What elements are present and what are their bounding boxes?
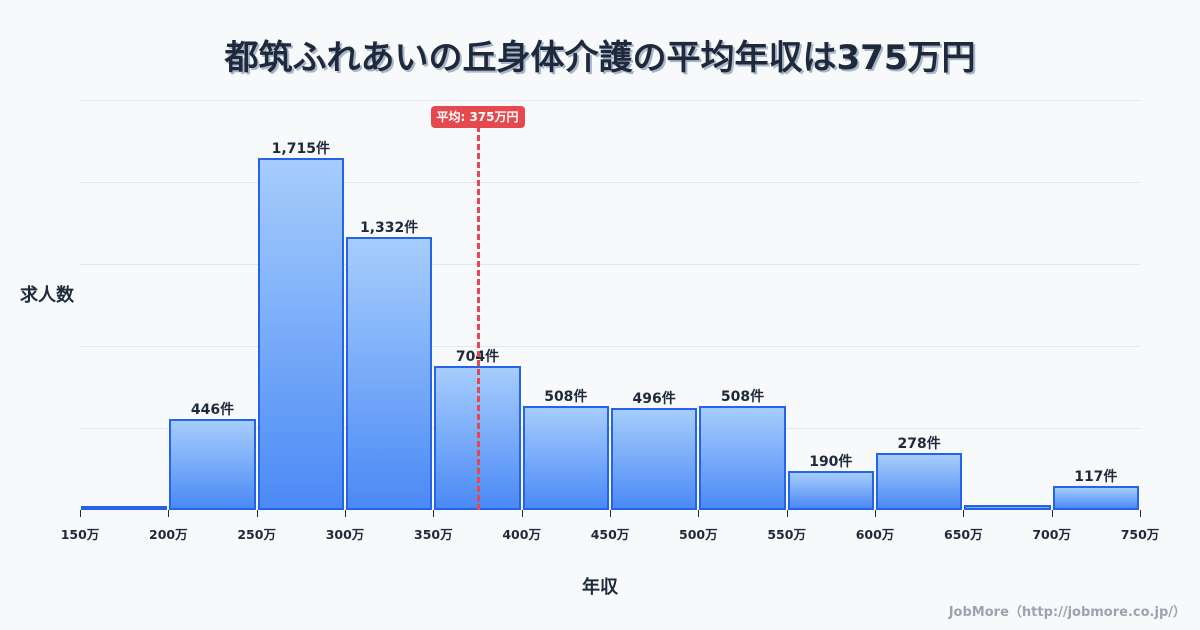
x-tick bbox=[521, 510, 523, 517]
x-tick-label: 700万 bbox=[1032, 527, 1071, 542]
gridline bbox=[80, 264, 1140, 265]
bar-value-label: 508件 bbox=[544, 388, 588, 405]
y-axis-label: 求人数 bbox=[20, 285, 74, 306]
chart-title: 都筑ふれあいの丘身体介護の平均年収は375万円 bbox=[224, 38, 976, 78]
x-tick-label: 650万 bbox=[944, 527, 983, 542]
bar-value-label: 190件 bbox=[809, 454, 853, 471]
gridline bbox=[80, 346, 1140, 347]
x-tick-label: 600万 bbox=[855, 527, 895, 542]
x-tick bbox=[1051, 510, 1053, 517]
x-tick-label: 300万 bbox=[325, 527, 365, 542]
histogram-bar bbox=[964, 504, 1051, 510]
histogram-bar bbox=[346, 236, 433, 510]
x-tick-label: 750万 bbox=[1120, 527, 1160, 542]
x-tick bbox=[1140, 510, 1141, 517]
plot-area: 446件 1,715件 1,332件 704件 508件 496件 508件 190件 278件… bbox=[80, 100, 1140, 510]
x-tick bbox=[786, 510, 788, 517]
x-tick-label: 150万 bbox=[60, 527, 100, 542]
bar-value-label: 117件 bbox=[1074, 469, 1118, 485]
x-tick bbox=[80, 510, 81, 517]
x-tick-label: 250万 bbox=[237, 527, 276, 542]
x-tick bbox=[345, 510, 346, 517]
x-tick bbox=[256, 510, 258, 517]
x-tick bbox=[168, 510, 170, 517]
x-tick-label: 400万 bbox=[502, 527, 541, 542]
histogram-bar bbox=[699, 405, 786, 510]
x-tick-label: 350万 bbox=[414, 527, 453, 542]
average-line bbox=[476, 126, 480, 510]
histogram-bar bbox=[169, 418, 256, 510]
histogram-bar bbox=[522, 405, 609, 510]
x-axis-label: 年収 bbox=[582, 577, 618, 598]
histogram-bar bbox=[257, 158, 344, 510]
histogram-bar bbox=[787, 471, 874, 510]
histogram-bar bbox=[876, 453, 963, 510]
bar-value-label: 1,715件 bbox=[271, 141, 330, 158]
source-credit: JobMore（http://jobmore.co.jp/） bbox=[948, 605, 1186, 620]
bar-value-label: 508件 bbox=[720, 388, 765, 405]
bar-value-label: 1,332件 bbox=[360, 219, 419, 236]
x-tick-label: 500万 bbox=[679, 527, 718, 542]
gridline bbox=[80, 182, 1140, 183]
x-tick bbox=[963, 510, 965, 517]
histogram-bar bbox=[1052, 486, 1139, 510]
x-tick-label: 550万 bbox=[767, 527, 806, 542]
average-badge: 平均: 375万円 bbox=[430, 106, 525, 128]
bar-value-label: 496件 bbox=[632, 391, 676, 408]
histogram-bar bbox=[81, 506, 168, 510]
bar-value-label: 446件 bbox=[190, 401, 235, 418]
gridline bbox=[80, 100, 1140, 101]
x-tick-label: 450万 bbox=[590, 527, 630, 542]
x-tick bbox=[875, 510, 876, 517]
x-tick bbox=[433, 510, 435, 517]
x-tick bbox=[610, 510, 611, 517]
gridline bbox=[80, 428, 1140, 429]
x-tick bbox=[698, 510, 700, 517]
x-tick-label: 200万 bbox=[149, 527, 188, 542]
histogram-bar bbox=[611, 408, 698, 510]
bar-value-label: 278件 bbox=[897, 436, 941, 452]
